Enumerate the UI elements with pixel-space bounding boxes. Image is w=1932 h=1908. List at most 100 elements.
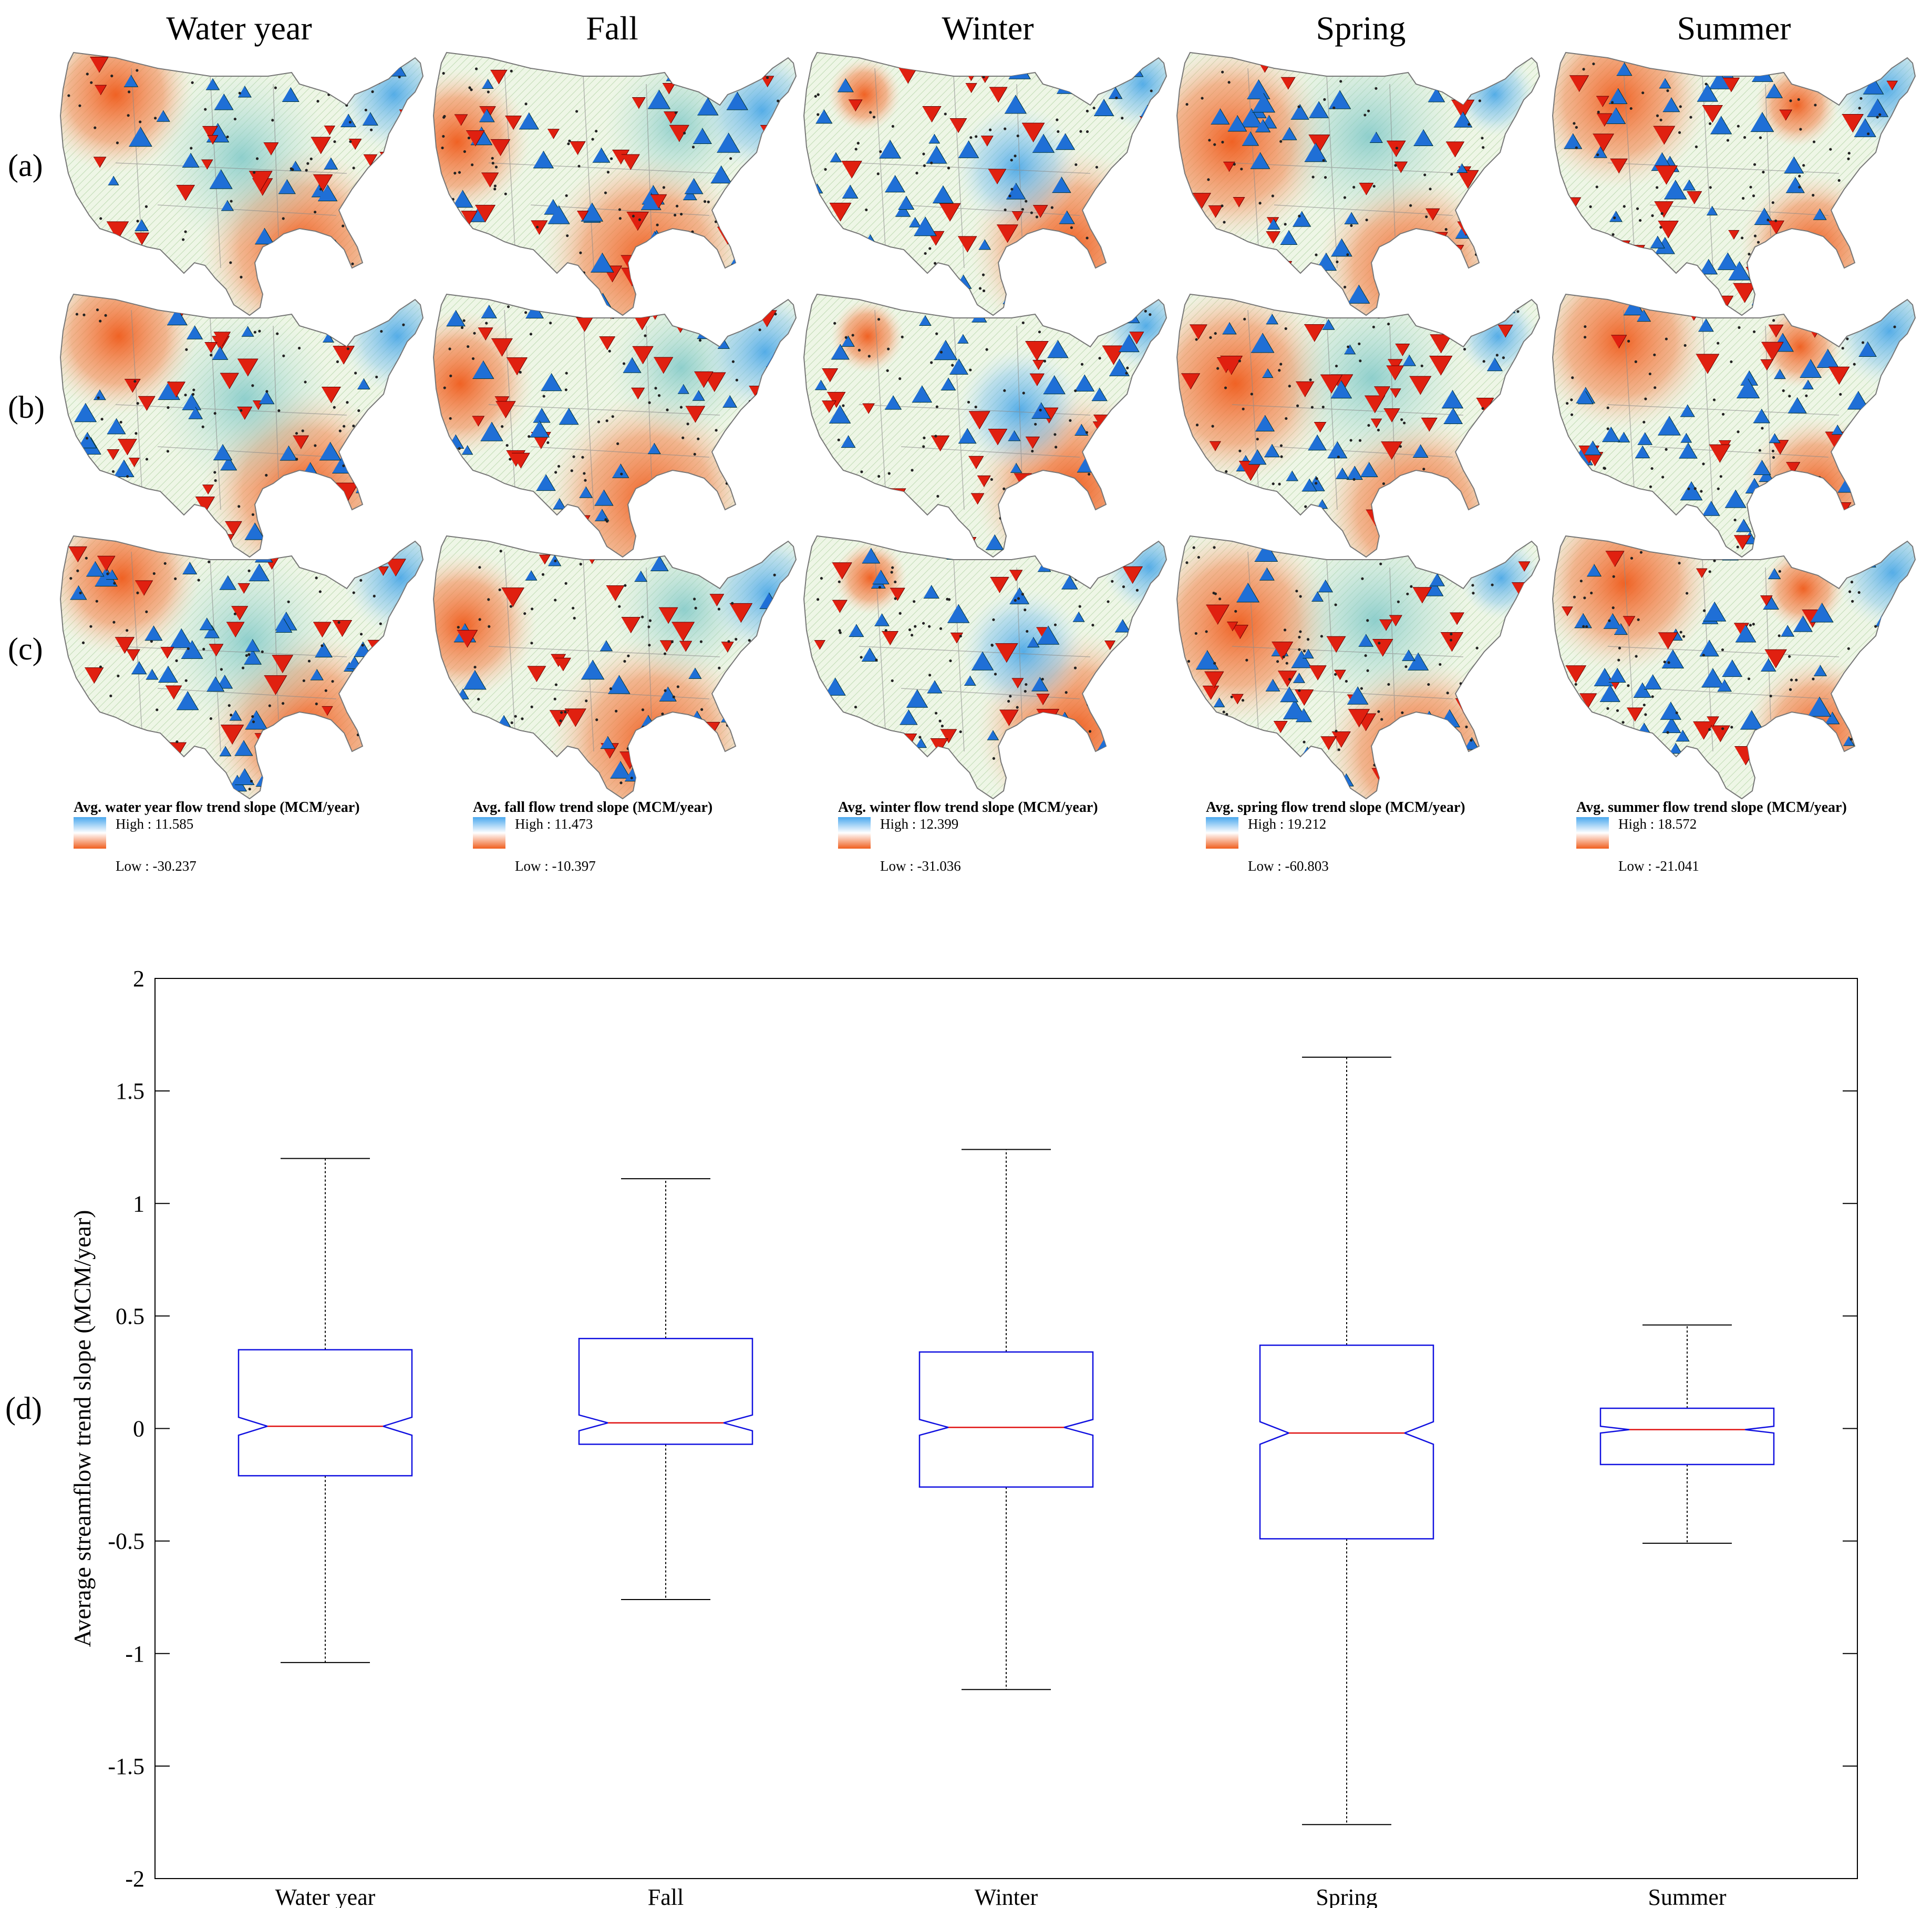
- station-dot: [1769, 694, 1772, 698]
- station-dot: [1788, 655, 1791, 658]
- decreasing-trend-marker: [457, 630, 478, 648]
- station-dot: [346, 401, 349, 404]
- station-dot: [1463, 285, 1466, 288]
- station-dot: [1526, 271, 1530, 274]
- decreasing-trend-marker: [263, 142, 279, 156]
- station-dot: [1839, 393, 1842, 396]
- station-dot: [1582, 625, 1585, 628]
- increasing-trend-marker: [479, 109, 495, 122]
- station-dot: [1183, 211, 1186, 214]
- station-dot: [1862, 673, 1865, 676]
- station-dot: [1686, 592, 1689, 595]
- decreasing-trend-marker: [1702, 105, 1723, 123]
- decreasing-trend-marker: [1779, 109, 1793, 121]
- decreasing-trend-marker: [264, 675, 287, 695]
- increasing-trend-marker: [1603, 725, 1625, 743]
- station-dot: [75, 313, 79, 316]
- station-dot: [1611, 233, 1615, 236]
- station-dot: [226, 305, 229, 308]
- station-dot: [1142, 782, 1145, 786]
- decreasing-trend-marker: [577, 211, 589, 221]
- station-dot: [842, 404, 845, 407]
- station-dot: [1859, 97, 1863, 100]
- station-dot: [924, 527, 927, 531]
- station-dot: [305, 169, 308, 172]
- decreasing-trend-marker: [688, 531, 712, 551]
- station-dot: [922, 152, 925, 156]
- station-dot: [375, 470, 378, 473]
- increasing-trend-marker: [689, 305, 702, 317]
- station-dot: [675, 262, 678, 265]
- station-dot: [1406, 293, 1409, 296]
- decreasing-trend-marker: [1421, 417, 1438, 432]
- station-dot: [833, 322, 836, 325]
- station-dot: [1213, 546, 1216, 549]
- increasing-trend-marker: [736, 215, 756, 232]
- decreasing-trend-marker: [990, 576, 1009, 593]
- station-dot: [509, 605, 512, 608]
- station-dot: [322, 502, 326, 506]
- station-dot: [928, 674, 932, 677]
- decreasing-trend-marker: [1709, 444, 1731, 463]
- station-dot: [1115, 96, 1118, 99]
- station-dot: [1689, 116, 1692, 119]
- station-dot: [203, 765, 206, 768]
- station-dot: [1878, 113, 1882, 116]
- increasing-trend-marker: [1293, 673, 1305, 683]
- station-dot: [307, 659, 311, 663]
- increasing-trend-marker: [536, 474, 556, 491]
- station-dot: [717, 607, 721, 611]
- station-dot: [1241, 699, 1245, 702]
- decreasing-trend-marker: [1450, 612, 1464, 625]
- station-dot: [1772, 319, 1775, 322]
- station-dot: [1111, 192, 1114, 196]
- station-dot: [307, 283, 310, 286]
- station-dot: [1525, 260, 1528, 263]
- station-dot: [506, 513, 509, 517]
- station-dot: [127, 114, 130, 117]
- station-dot: [693, 597, 696, 601]
- station-dot: [1841, 347, 1844, 350]
- station-dot: [1200, 494, 1203, 497]
- station-dot: [1125, 372, 1128, 375]
- station-dot: [1186, 280, 1190, 283]
- station-dot: [564, 710, 567, 714]
- station-dot: [1896, 781, 1899, 784]
- increasing-trend-marker: [1006, 182, 1026, 200]
- increasing-trend-marker: [1032, 133, 1055, 153]
- station-dot: [869, 111, 872, 114]
- station-dot: [369, 714, 373, 717]
- station-dot: [1124, 231, 1127, 234]
- decreasing-trend-marker: [501, 587, 524, 607]
- station-dot: [1119, 282, 1122, 285]
- increasing-trend-marker: [382, 729, 402, 746]
- station-dot: [1335, 364, 1338, 368]
- increasing-trend-marker: [1420, 276, 1438, 291]
- station-dot: [846, 240, 849, 243]
- decreasing-trend-marker: [220, 725, 244, 745]
- station-dot: [112, 621, 116, 624]
- increasing-trend-marker: [1202, 753, 1217, 766]
- station-dot: [727, 640, 730, 643]
- station-dot: [1667, 661, 1670, 664]
- station-dot: [530, 607, 534, 611]
- station-dot: [301, 429, 304, 432]
- increasing-trend-marker: [688, 281, 707, 296]
- station-dot: [570, 69, 573, 72]
- increasing-trend-marker: [1453, 111, 1473, 128]
- increasing-trend-marker: [1867, 461, 1885, 476]
- station-dot: [1877, 688, 1881, 692]
- station-dot: [848, 500, 851, 504]
- station-dot: [1016, 706, 1019, 709]
- station-dot: [770, 226, 773, 230]
- increasing-trend-marker: [1483, 220, 1500, 234]
- station-dot: [1642, 420, 1646, 424]
- increasing-trend-marker: [1497, 487, 1516, 504]
- decreasing-trend-marker: [722, 221, 740, 236]
- decreasing-trend-marker: [922, 106, 942, 122]
- station-dot: [1749, 185, 1752, 189]
- increasing-trend-marker: [1854, 118, 1876, 137]
- increasing-trend-marker: [131, 661, 147, 675]
- station-dot: [1659, 118, 1662, 121]
- increasing-trend-marker: [1304, 142, 1327, 162]
